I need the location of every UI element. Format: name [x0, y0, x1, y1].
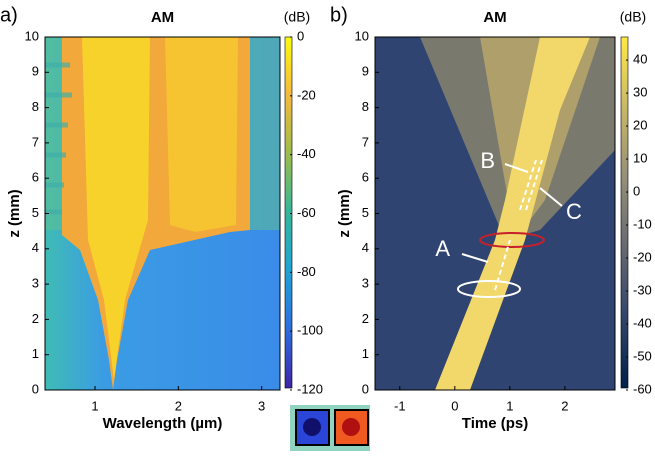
y-tick-label: 3	[32, 276, 39, 291]
y-tick-label: 6	[362, 170, 369, 185]
annotations	[457, 159, 563, 298]
y-tick-label: 7	[362, 134, 369, 149]
colorbar-tick-label: -40	[297, 146, 316, 161]
legend-icon	[290, 405, 370, 451]
y-axis-label: z (mm)	[336, 189, 353, 237]
colorbar-tick-label: -40	[633, 315, 652, 330]
heatmap-a	[45, 37, 280, 390]
annotation: A	[435, 236, 450, 261]
y-tick-label: 5	[362, 205, 369, 220]
colorbar-tick-label: -100	[297, 323, 323, 338]
x-tick-label: -1	[394, 398, 406, 413]
chart-title: AM	[483, 9, 506, 26]
y-tick-label: 9	[362, 64, 369, 79]
y-tick-label: 9	[32, 64, 39, 79]
colorbar-tick-label: -80	[297, 264, 316, 279]
colorbar-tick-label: 0	[633, 183, 640, 198]
y-tick-label: 1	[32, 346, 39, 361]
colorbar-tick-label: -50	[633, 348, 652, 363]
y-tick-label: 10	[355, 28, 369, 43]
colorbar	[620, 36, 629, 389]
colorbar-tick-label: -20	[633, 249, 652, 264]
y-tick-label: 3	[362, 276, 369, 291]
y-tick-label: 10	[25, 28, 39, 43]
colorbar-tick-label: 10	[633, 151, 647, 166]
y-tick-label: 8	[32, 99, 39, 114]
colorbar-tick-label: 30	[633, 85, 647, 100]
annotation: B	[480, 148, 495, 173]
x-axis-label: Wavelength (µm)	[103, 415, 223, 432]
y-axis-label: z (mm)	[6, 189, 23, 237]
y-tick-label: 8	[362, 99, 369, 114]
colorbar-tick-label: -10	[633, 216, 652, 231]
heatmap-b	[375, 37, 615, 390]
colorbar-tick-label: -60	[633, 381, 652, 396]
colorbar	[284, 36, 293, 389]
y-tick-label: 1	[362, 346, 369, 361]
y-tick-label: 0	[362, 381, 369, 396]
x-axis-label: Time (ps)	[462, 415, 528, 432]
y-tick-label: 2	[32, 311, 39, 326]
colorbar-label: (dB)	[284, 9, 310, 25]
x-tick-label: 2	[175, 398, 182, 413]
x-tick-label: 1	[506, 398, 513, 413]
colorbar-tick-label: -120	[297, 381, 323, 396]
y-tick-label: 4	[32, 240, 39, 255]
colorbar-tick-label: 20	[633, 118, 647, 133]
y-tick-label: 0	[32, 381, 39, 396]
x-tick-label: 0	[451, 398, 458, 413]
colorbar-tick-label: -20	[297, 87, 316, 102]
y-tick-label: 4	[362, 240, 369, 255]
colorbar-tick-label: 40	[633, 52, 647, 67]
y-tick-label: 2	[362, 311, 369, 326]
panel-label: b)	[330, 4, 348, 26]
x-tick-label: 1	[91, 398, 98, 413]
panel-label: a)	[0, 4, 18, 26]
x-tick-label: 2	[561, 398, 568, 413]
y-tick-label: 7	[32, 134, 39, 149]
colorbar-label: (dB)	[620, 9, 646, 25]
chart-title: AM	[151, 9, 174, 26]
y-tick-label: 6	[32, 170, 39, 185]
colorbar-tick-label: -30	[633, 282, 652, 297]
y-tick-label: 5	[32, 205, 39, 220]
colorbar-tick-label: 0	[297, 28, 304, 43]
x-tick-label: 3	[258, 398, 265, 413]
annotation: C	[566, 199, 582, 224]
colorbar-tick-label: -60	[297, 205, 316, 220]
